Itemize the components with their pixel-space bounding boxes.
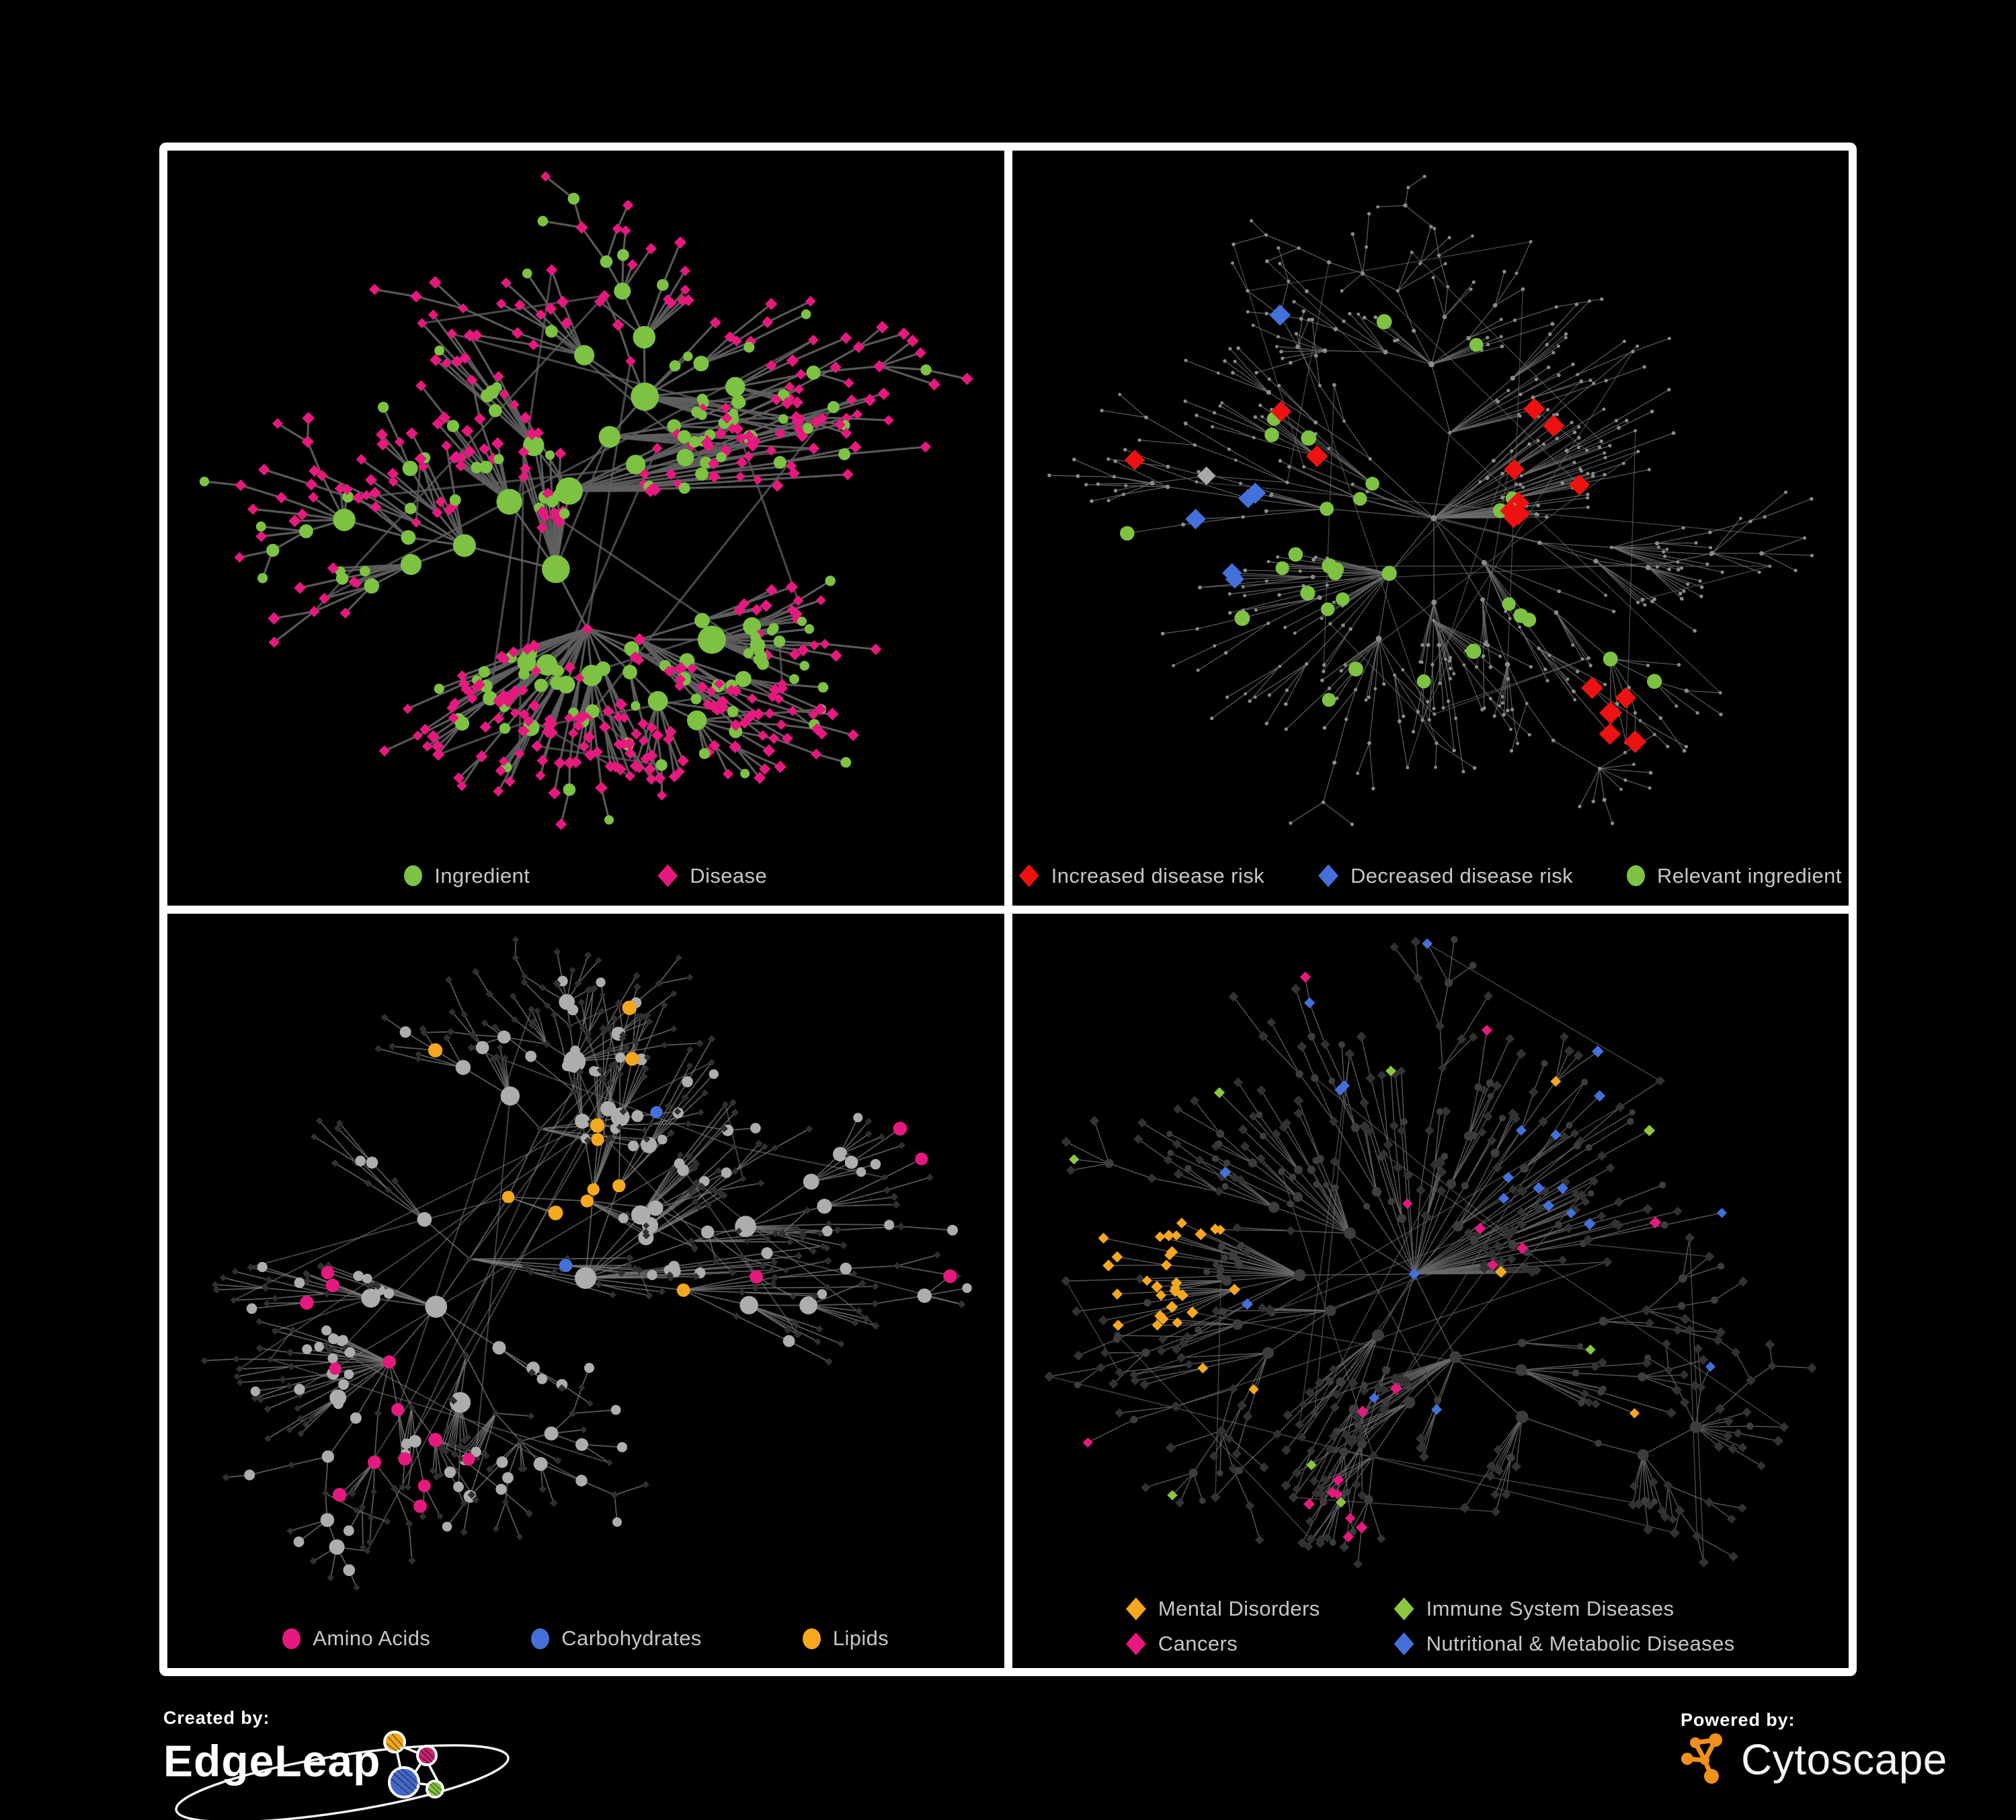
edgeleap-wordmark: EdgeLeap [163,1736,381,1786]
legend-label: Decreased disease risk [1350,863,1574,887]
powered-by-label: Powered by: [1681,1710,1796,1730]
legend-item-mental-disorders: Mental Disorders [1125,1597,1320,1621]
disease-risk-network-graph [1047,174,1814,826]
panel-nutrient-classes: Amino Acids Carbohydrates Lipids [167,913,1004,1668]
legend-label: Disease [690,863,768,887]
legend-label: Mental Disorders [1158,1597,1320,1620]
legend-label: Immune System Diseases [1426,1597,1675,1620]
legend-label: Increased disease risk [1051,863,1264,887]
diamond-marker [1125,1597,1146,1620]
circle-marker [802,1628,821,1649]
diamond-marker [1394,1632,1414,1655]
panel-disease-risk: Increased disease risk Decreased disease … [1012,151,1849,906]
diamond-marker [1318,864,1338,887]
legend-label: Amino Acids [313,1626,431,1650]
disease-class-legend: Mental Disorders Immune System Diseases Ca… [1012,1597,1849,1656]
circle-marker [1627,865,1646,886]
legend-label: Relevant ingredient [1657,863,1842,887]
diamond-marker [1018,864,1039,887]
panel-ingredient-disease: Ingredient Disease [167,151,1004,906]
cytoscape-branding: Powered by: Cytoscape [1681,1710,1947,1787]
diamond-marker [1125,1632,1146,1655]
legend-item-lipids: Lipids [802,1626,889,1651]
panel-disease-classes: Mental Disorders Immune System Diseases Ca… [1012,913,1849,1668]
legend-label: Lipids [832,1626,889,1650]
ingredient-disease-legend: Ingredient Disease [167,864,1004,888]
diamond-marker [1394,1597,1414,1620]
legend-label: Ingredient [434,863,530,887]
legend-item-relevant-ingredient: Relevant ingredient [1627,864,1842,888]
disease-risk-legend: Increased disease risk Decreased disease … [1012,864,1849,888]
legend-item-cancers: Cancers [1125,1632,1320,1656]
legend-label: Nutritional & Metabolic Diseases [1426,1632,1735,1655]
edgeleap-logo-icon [175,1731,510,1820]
circle-marker [282,1628,301,1649]
diamond-marker [657,864,678,887]
circle-marker [531,1628,550,1649]
ingredient-disease-network-graph [199,171,973,830]
legend-item-increased-disease-risk: Increased disease risk [1018,863,1264,888]
circle-marker [404,865,423,886]
legend-item-nutritional-metabolic-diseases: Nutritional & Metabolic Diseases [1394,1632,1735,1656]
cytoscape-logo-row: Cytoscape [1681,1732,1947,1787]
created-by-label: Created by: [163,1708,270,1728]
legend-item-amino-acids: Amino Acids [282,1626,430,1651]
cytoscape-logo-icon [1681,1733,1722,1784]
legend-item-disease: Disease [657,864,767,888]
cytoscape-wordmark: Cytoscape [1741,1735,1947,1784]
edgeleap-branding: Created by: EdgeLeap [163,1708,513,1820]
disease-class-network-graph [1043,935,1817,1569]
edgeleap-logo-row: EdgeLeap [163,1731,513,1820]
nutrient-class-legend: Amino Acids Carbohydrates Lipids [167,1626,1004,1651]
legend-item-carbohydrates: Carbohydrates [531,1626,702,1651]
legend-item-immune-system-diseases: Immune System Diseases [1394,1597,1735,1621]
legend-label: Cancers [1158,1632,1238,1655]
legend-item-ingredient: Ingredient [404,864,530,888]
legend-label: Carbohydrates [561,1626,702,1650]
nutrient-class-network-graph [200,935,972,1591]
legend-item-decreased-disease-risk: Decreased disease risk [1318,864,1573,888]
panel-grid: Ingredient Disease Increased disease risk… [159,143,1857,1676]
